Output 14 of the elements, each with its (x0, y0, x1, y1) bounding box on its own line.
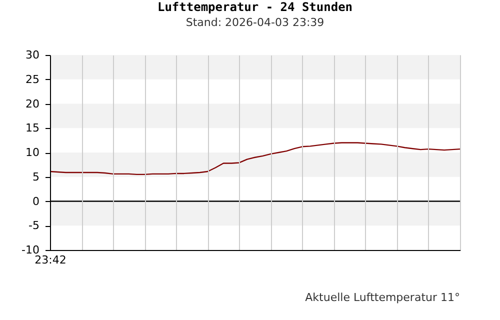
text: Aktuelle Lufttemperatur 11° (305, 291, 460, 304)
x-tick-label: 23:42 (34, 254, 66, 266)
y-tick-label: 30 (26, 48, 40, 62)
y-tick-label: 0 (32, 194, 40, 208)
y-tick-label: -10 (22, 244, 40, 256)
y-tick-label: 15 (26, 122, 40, 135)
chart-title: Lufttemperatur - 24 Stunden (157, 0, 353, 14)
chart-subtitle: Stand: 2026-04-03 23:39 (186, 16, 324, 29)
y-tick-label: 25 (26, 72, 40, 86)
y-tick-label: -5 (28, 219, 40, 232)
y-tick-label: 5 (32, 170, 40, 184)
y-tick-label: 20 (26, 97, 40, 110)
line-series (49, 142, 461, 176)
y-tick-label: 10 (26, 146, 40, 159)
